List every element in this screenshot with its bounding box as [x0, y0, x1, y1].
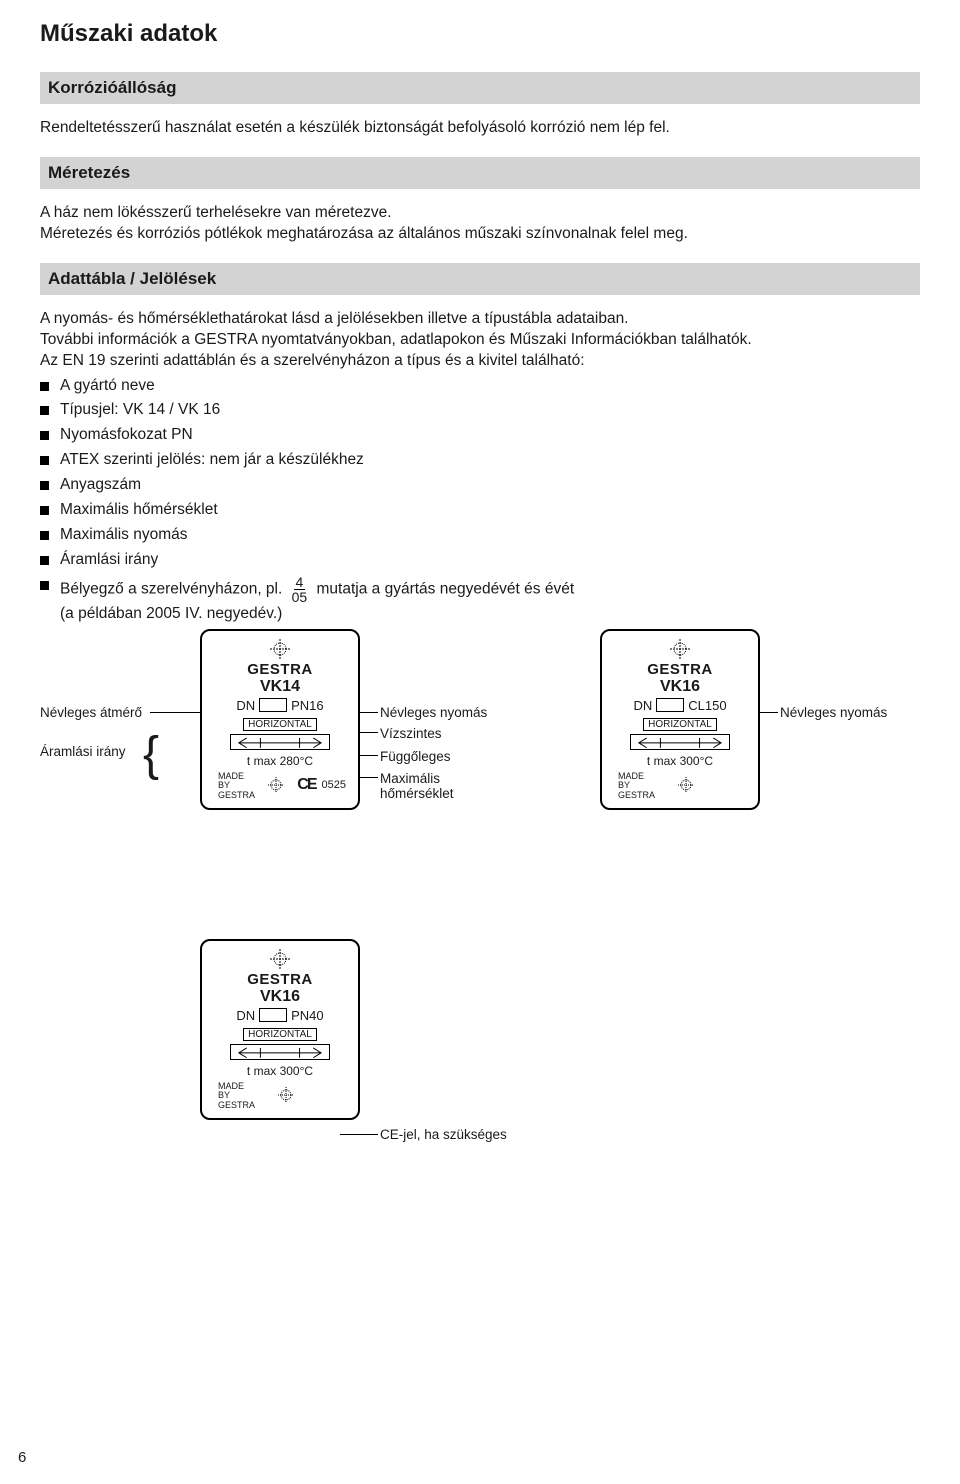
- brace-icon: {: [143, 741, 159, 770]
- model-text: VK16: [210, 988, 350, 1006]
- dn-label: DN: [633, 698, 652, 713]
- nameplate-vk16-pn40: GESTRA VK16 DN PN40 HORIZONTAL t max 300…: [200, 939, 360, 1120]
- label-nominal-pressure: Névleges nyomás: [380, 705, 487, 720]
- list-item: Áramlási irány: [40, 550, 920, 571]
- brand-text: GESTRA: [610, 661, 750, 678]
- dn-box-icon: [656, 698, 684, 712]
- list-item: Maximális hőmérséklet: [40, 500, 920, 521]
- nameplate-vk16-cl150: GESTRA VK16 DN CL150 HORIZONTAL t max 30…: [600, 629, 760, 810]
- reticle-icon: [678, 777, 694, 793]
- pn-label: PN40: [291, 1008, 324, 1023]
- label-vertical: Függőleges: [380, 749, 451, 764]
- madeby-text: MADE BY GESTRA: [214, 1082, 255, 1110]
- arrow-box-icon: [230, 1044, 330, 1060]
- dn-label: DN: [236, 1008, 255, 1023]
- dn-box-icon: [259, 698, 287, 712]
- section-heading-corrosion: Korrózióállóság: [40, 72, 920, 104]
- tmax-text: t max 280°C: [210, 754, 350, 768]
- list-item: Anyagszám: [40, 475, 920, 496]
- brand-text: GESTRA: [210, 661, 350, 678]
- label-nominal-pressure-2: Névleges nyomás: [780, 705, 887, 720]
- pn-label: PN16: [291, 698, 324, 713]
- reticle-icon: [270, 949, 290, 969]
- nameplate-row-top: Névleges átmérő { Áramlási irány GESTRA …: [40, 629, 920, 919]
- horizontal-box: HORIZONTAL: [243, 718, 317, 731]
- label-max-temp: Maximális hőmérséklet: [380, 771, 454, 801]
- ce-number: 0525: [322, 779, 346, 791]
- label-ce-mark: CE-jel, ha szükséges: [380, 1127, 507, 1142]
- model-text: VK16: [610, 678, 750, 696]
- fraction-icon: 4 05: [290, 575, 310, 604]
- nameplate-vk14: GESTRA VK14 DN PN16 HORIZONTAL t max 280…: [200, 629, 360, 810]
- brand-text: GESTRA: [210, 971, 350, 988]
- label-flow-direction: Áramlási irány: [40, 744, 126, 759]
- dn-label: DN: [236, 698, 255, 713]
- arrow-box-icon: [230, 734, 330, 750]
- section-text-sizing-1: A ház nem lökésszerű terhelésekre van mé…: [40, 203, 920, 245]
- section-heading-sizing: Méretezés: [40, 157, 920, 189]
- reticle-icon: [670, 639, 690, 659]
- nameplate-bullet-list: A gyártó neve Típusjel: VK 14 / VK 16 Ny…: [40, 376, 920, 625]
- page-number: 6: [18, 1449, 26, 1466]
- dn-box-icon: [259, 1008, 287, 1022]
- label-nominal-diameter: Névleges átmérő: [40, 705, 142, 720]
- page-title: Műszaki adatok: [40, 20, 920, 48]
- tmax-text: t max 300°C: [610, 754, 750, 768]
- list-item-stamp: Bélyegző a szerelvényházon, pl. 4 05 mut…: [40, 575, 920, 625]
- list-item: Nyomásfokozat PN: [40, 425, 920, 446]
- arrow-box-icon: [630, 734, 730, 750]
- reticle-icon: [278, 1087, 294, 1103]
- tmax-text: t max 300°C: [210, 1064, 350, 1078]
- list-item: ATEX szerinti jelölés: nem jár a készülé…: [40, 450, 920, 471]
- horizontal-box: HORIZONTAL: [243, 1028, 317, 1041]
- list-item: Típusjel: VK 14 / VK 16: [40, 400, 920, 421]
- section-text-corrosion: Rendeltetésszerű használat esetén a kész…: [40, 118, 920, 139]
- list-item: Maximális nyomás: [40, 525, 920, 546]
- nameplate-row-bottom: GESTRA VK16 DN PN40 HORIZONTAL t max 300…: [40, 939, 920, 1239]
- pn-label: CL150: [688, 698, 726, 713]
- madeby-text: MADE BY GESTRA: [214, 772, 255, 800]
- model-text: VK14: [210, 678, 350, 696]
- ce-mark-icon: CE: [297, 776, 315, 794]
- horizontal-box: HORIZONTAL: [643, 718, 717, 731]
- reticle-icon: [270, 639, 290, 659]
- madeby-text: MADE BY GESTRA: [614, 772, 655, 800]
- label-horizontal: Vízszintes: [380, 726, 442, 741]
- reticle-icon: [268, 777, 284, 793]
- section-intro-nameplate: A nyomás- és hőmérséklethatárokat lásd a…: [40, 309, 920, 372]
- list-item: A gyártó neve: [40, 376, 920, 397]
- section-heading-nameplate: Adattábla / Jelölések: [40, 263, 920, 295]
